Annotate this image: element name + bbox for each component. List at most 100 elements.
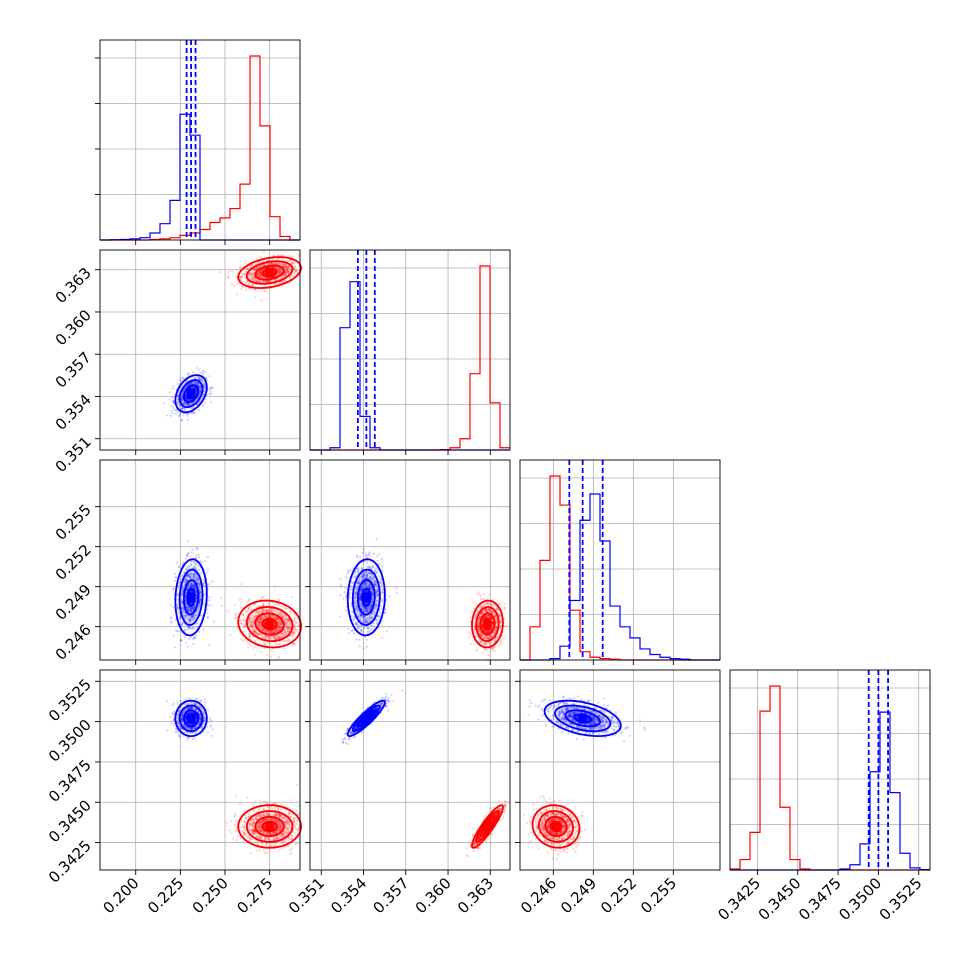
scatter-point <box>178 414 181 417</box>
scatter-point <box>174 646 177 649</box>
scatter-point <box>233 616 236 620</box>
histogram-blue <box>520 493 720 661</box>
scatter-point <box>188 638 191 641</box>
scatter-point <box>207 603 210 607</box>
scatter-point <box>475 649 478 652</box>
scatter-point <box>220 604 223 607</box>
scatter-point <box>206 568 209 571</box>
scatter-point <box>187 645 190 648</box>
scatter-point <box>255 268 258 271</box>
y-tick-label: 0.255 <box>52 501 95 544</box>
scatter-point <box>243 273 246 276</box>
scatter-point <box>226 276 230 279</box>
scatter-point <box>482 593 485 596</box>
scatter-point <box>388 595 391 598</box>
scatter-point <box>480 598 483 601</box>
scatter-point <box>379 563 382 567</box>
scatter-point <box>171 409 174 412</box>
scatter-point <box>285 269 288 272</box>
scatter-point <box>489 650 492 653</box>
panel-frame <box>309 249 511 451</box>
scatter-point <box>257 274 260 277</box>
marginal-panel-2 <box>519 459 721 665</box>
scatter-point <box>205 571 208 575</box>
scatter-point <box>200 560 203 564</box>
density-peak <box>187 388 196 399</box>
scatter-point <box>260 299 263 302</box>
scatter-point <box>252 275 255 278</box>
scatter-point <box>284 270 287 273</box>
scatter-point <box>206 612 209 615</box>
scatter-point <box>171 412 174 415</box>
scatter-point <box>283 273 287 276</box>
scatter-point <box>253 653 256 656</box>
scatter-point <box>240 276 243 279</box>
scatter-point <box>277 266 280 269</box>
scatter-point <box>212 620 215 623</box>
scatter-point <box>236 293 239 296</box>
scatter-point <box>208 596 211 599</box>
scatter-point <box>251 283 254 286</box>
scatter-point <box>197 409 201 412</box>
scatter-point <box>284 263 287 267</box>
scatter-point <box>261 269 264 272</box>
scatter-point <box>240 278 243 281</box>
x-tick-label: 0.3475 <box>795 874 845 924</box>
scatter-point <box>265 280 268 283</box>
scatter-point <box>241 285 244 288</box>
scatter-point <box>239 638 243 641</box>
scatter-point <box>253 289 256 292</box>
scatter-point <box>191 548 194 551</box>
scatter-point <box>283 273 286 276</box>
scatter-point <box>235 269 238 272</box>
scatter-point <box>226 610 229 613</box>
scatter-point <box>244 288 247 292</box>
scatter-point <box>175 561 178 564</box>
scatter-point <box>488 593 491 596</box>
scatter-point <box>197 556 200 559</box>
scatter-point <box>251 272 254 275</box>
scatter-point <box>376 559 379 562</box>
scatter-point <box>208 599 211 602</box>
scatter-point <box>239 267 242 270</box>
scatter-point <box>251 259 254 262</box>
scatter-point <box>288 254 291 258</box>
scatter-point <box>289 268 292 272</box>
scatter-point <box>502 636 505 640</box>
scatter-point <box>233 284 236 287</box>
scatter-point <box>497 645 500 648</box>
scatter-point <box>179 639 182 642</box>
scatter-point <box>184 557 188 560</box>
scatter-point <box>257 274 260 277</box>
scatter-point <box>246 280 249 283</box>
scatter-point <box>251 263 254 266</box>
scatter-point <box>276 282 279 285</box>
scatter-point <box>172 587 175 590</box>
scatter-point <box>343 591 346 594</box>
x-tick-label: 0.3425 <box>714 874 764 924</box>
scatter-point <box>273 254 276 257</box>
scatter-point <box>252 646 255 650</box>
scatter-point <box>259 256 262 259</box>
scatter-point <box>501 638 504 642</box>
scatter-point <box>178 629 181 632</box>
density-peak <box>265 619 274 629</box>
scatter-point <box>287 270 290 273</box>
scatter-point <box>365 638 368 641</box>
marginal-panel-0 <box>95 39 301 245</box>
scatter-point <box>192 411 195 415</box>
scatter-point <box>286 260 289 263</box>
scatter-point <box>201 373 204 376</box>
scatter-point <box>252 278 255 281</box>
scatter-point <box>207 616 210 620</box>
scatter-point <box>363 550 366 554</box>
x-tick-label: 0.3500 <box>835 874 885 924</box>
scatter-point <box>248 275 251 278</box>
scatter-point <box>477 591 480 594</box>
scatter-point <box>380 636 383 639</box>
scatter-point <box>262 280 265 283</box>
scatter-point <box>266 280 269 283</box>
scatter-point <box>277 268 280 271</box>
